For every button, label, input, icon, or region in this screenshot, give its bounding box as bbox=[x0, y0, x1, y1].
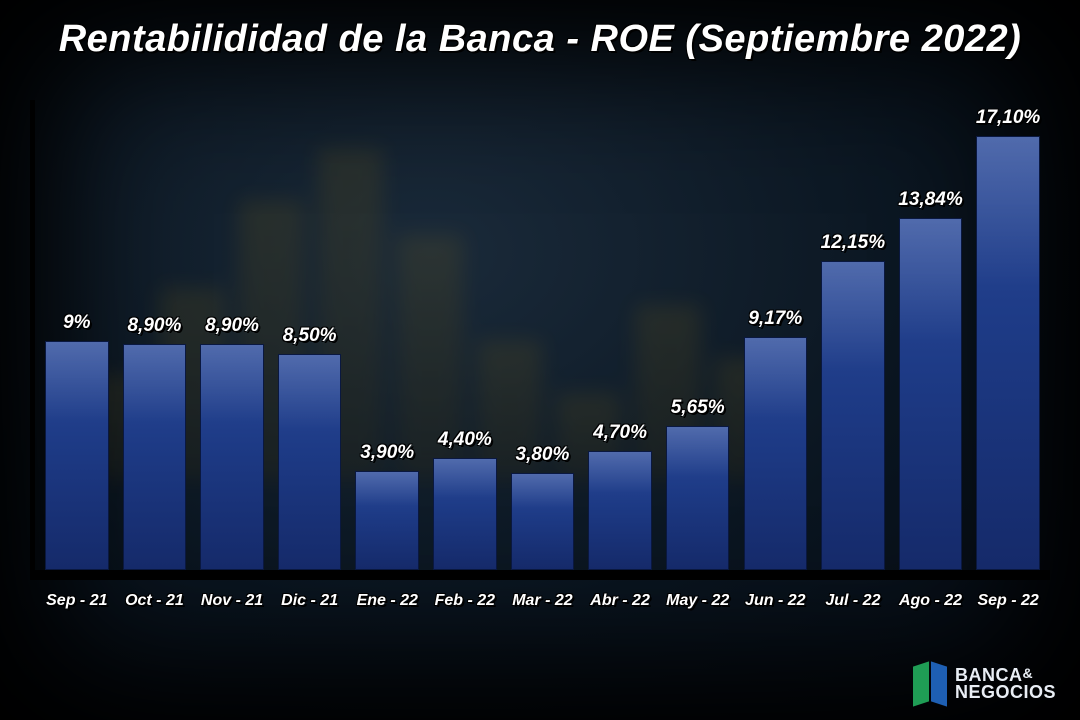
bar: 8,50% bbox=[278, 354, 342, 570]
bar: 8,90% bbox=[200, 344, 264, 570]
bar: 9% bbox=[45, 341, 109, 570]
bar-slot: 12,15% bbox=[819, 100, 887, 570]
bar-value-label: 8,90% bbox=[127, 315, 181, 337]
bar-slot: 13,84% bbox=[897, 100, 965, 570]
x-axis-label: Ago - 22 bbox=[897, 584, 965, 620]
bar-value-label: 8,50% bbox=[283, 325, 337, 347]
x-axis-label: Oct - 21 bbox=[121, 584, 189, 620]
bar: 4,70% bbox=[588, 451, 652, 570]
x-axis-label: Sep - 22 bbox=[974, 584, 1042, 620]
bar-slot: 8,90% bbox=[198, 100, 266, 570]
bar: 5,65% bbox=[666, 426, 730, 570]
x-axis-label: Jul - 22 bbox=[819, 584, 887, 620]
bar-value-label: 17,10% bbox=[976, 107, 1040, 129]
bar-value-label: 12,15% bbox=[821, 232, 885, 254]
bar-slot: 4,40% bbox=[431, 100, 499, 570]
bar-slot: 4,70% bbox=[586, 100, 654, 570]
x-axis-label: Feb - 22 bbox=[431, 584, 499, 620]
bar: 3,90% bbox=[355, 471, 419, 570]
bar-slot: 3,80% bbox=[509, 100, 577, 570]
brand-mark-icon bbox=[913, 662, 947, 706]
bars-container: 9%8,90%8,90%8,50%3,90%4,40%3,80%4,70%5,6… bbox=[35, 100, 1050, 570]
bar: 4,40% bbox=[433, 458, 497, 570]
x-axis-label: May - 22 bbox=[664, 584, 732, 620]
brand-line2: NEGOCIOS bbox=[955, 684, 1056, 701]
brand-ampersand: & bbox=[1022, 665, 1033, 681]
bar: 17,10% bbox=[976, 136, 1040, 570]
brand-logo: BANCA& NEGOCIOS bbox=[913, 662, 1056, 706]
bar-slot: 8,90% bbox=[121, 100, 189, 570]
x-axis-label: Nov - 21 bbox=[198, 584, 266, 620]
bar-slot: 3,90% bbox=[353, 100, 421, 570]
x-axis-label: Ene - 22 bbox=[353, 584, 421, 620]
bar-slot: 9% bbox=[43, 100, 111, 570]
chart-canvas: Rentabilididad de la Banca - ROE (Septie… bbox=[0, 0, 1080, 720]
bar-value-label: 8,90% bbox=[205, 315, 259, 337]
x-axis-label: Mar - 22 bbox=[509, 584, 577, 620]
bar: 9,17% bbox=[744, 337, 808, 570]
bar: 8,90% bbox=[123, 344, 187, 570]
bar-value-label: 4,70% bbox=[593, 422, 647, 444]
bar-slot: 8,50% bbox=[276, 100, 344, 570]
x-axis-label: Abr - 22 bbox=[586, 584, 654, 620]
x-axis-label: Dic - 21 bbox=[276, 584, 344, 620]
plot-area: 9%8,90%8,90%8,50%3,90%4,40%3,80%4,70%5,6… bbox=[30, 100, 1050, 580]
bar-slot: 17,10% bbox=[974, 100, 1042, 570]
bar: 3,80% bbox=[511, 473, 575, 570]
brand-text: BANCA& NEGOCIOS bbox=[955, 667, 1056, 701]
bar-value-label: 5,65% bbox=[671, 397, 725, 419]
bar: 12,15% bbox=[821, 261, 885, 570]
chart-title: Rentabilididad de la Banca - ROE (Septie… bbox=[0, 18, 1080, 61]
x-axis-label: Sep - 21 bbox=[43, 584, 111, 620]
x-axis-labels: Sep - 21 Oct - 21Nov - 21 Dic - 21Ene - 22… bbox=[35, 584, 1050, 620]
bar-value-label: 9,17% bbox=[748, 308, 802, 330]
bar: 13,84% bbox=[899, 218, 963, 570]
bar-slot: 9,17% bbox=[741, 100, 809, 570]
bar-value-label: 3,80% bbox=[516, 444, 570, 466]
bar-value-label: 9% bbox=[63, 312, 90, 334]
chart-area: 9%8,90%8,90%8,50%3,90%4,40%3,80%4,70%5,6… bbox=[30, 100, 1050, 620]
x-axis-label: Jun - 22 bbox=[741, 584, 809, 620]
bar-value-label: 3,90% bbox=[360, 442, 414, 464]
bar-slot: 5,65% bbox=[664, 100, 732, 570]
bar-value-label: 4,40% bbox=[438, 429, 492, 451]
bar-value-label: 13,84% bbox=[898, 189, 962, 211]
